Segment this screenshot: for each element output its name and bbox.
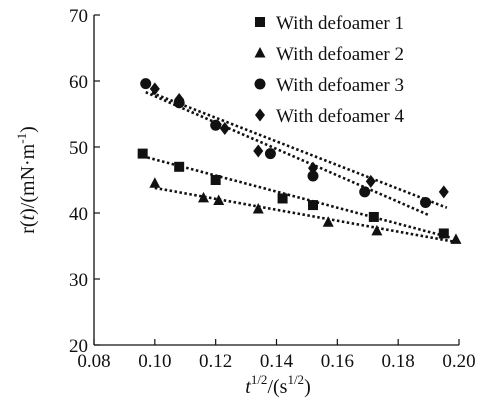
data-point-series-1 [438,228,449,239]
data-point-series-1 [210,175,221,185]
data-point-series-1 [368,211,379,222]
data-point-series-2 [198,191,209,203]
x-axis-label: t1/2/(s1/2) [245,372,310,398]
y-label-sup: -1 [14,133,29,144]
data-point-series-1 [277,193,288,204]
plot-area: 20 30 40 50 60 70 0.08 0.10 0.12 0.14 0.16 0.18 0.20 [69,6,476,372]
data-point-series-3 [307,170,319,182]
y-label-d: ) [17,126,39,133]
data-point-series-3 [210,119,222,131]
x-label-end: ) [304,376,311,398]
y-tick-label: 30 [69,270,88,291]
x-tick-label: 0.10 [138,351,171,372]
data-points [137,78,462,244]
y-tick-label: 40 [69,204,88,225]
data-point-series-4 [365,174,376,188]
y-label-a: r( [17,220,39,234]
data-point-series-2 [149,177,161,188]
legend-marker-series-1 [255,17,265,27]
legend-marker-series-4 [255,108,265,122]
data-point-series-4 [219,122,230,136]
data-point-series-4 [438,185,449,199]
data-point-series-4 [149,82,160,96]
axis-ticks: 20 30 40 50 60 70 0.08 0.10 0.12 0.14 0.16 0.18 0.20 [69,6,476,372]
x-tick-label: 0.14 [260,351,294,372]
legend-label-series-2: With defoamer 2 [276,44,404,65]
x-tick-label: 0.08 [77,351,110,372]
x-label-mid: /(s [267,376,287,398]
y-tick-label: 60 [69,72,88,93]
x-tick-label: 0.18 [382,351,415,372]
y-tick-label: 20 [69,336,88,357]
y-axis-label: r(t)/(mN·m-1) [14,126,39,234]
y-label-t: t [17,214,39,220]
data-point-series-4 [308,161,318,175]
data-point-series-4 [174,92,185,106]
data-point-series-3 [420,196,432,208]
data-point-series-3 [140,78,152,90]
x-tick-label: 0.12 [199,351,232,372]
legend: With defoamer 1 With defoamer 2 With defoa… [254,13,404,127]
data-point-series-2 [450,233,462,244]
x-label-sup: 1/2 [251,372,268,387]
y-tick-label: 50 [69,138,88,159]
data-point-series-3 [359,186,371,198]
data-point-series-2 [252,203,264,214]
data-point-series-1 [308,200,318,211]
legend-marker-series-2 [254,47,266,58]
data-point-series-4 [253,144,264,158]
y-label-c: )/(mN·m [17,143,39,215]
y-tick-label: 70 [69,6,88,27]
data-point-series-2 [371,224,383,236]
legend-label-series-4: With defoamer 4 [276,106,404,127]
data-point-series-2 [213,194,225,205]
data-point-series-1 [174,161,185,172]
fit-line-series-2 [154,186,457,244]
fit-line-series-3 [145,91,430,217]
data-point-series-2 [322,216,334,227]
legend-label-series-3: With defoamer 3 [276,75,404,96]
x-label-t: t [245,376,251,398]
data-point-series-1 [137,148,148,159]
data-point-series-3 [264,148,276,160]
fit-line-series-1 [142,154,451,239]
legend-label-series-1: With defoamer 1 [276,13,404,34]
legend-marker-series-3 [254,78,266,90]
x-tick-label: 0.16 [321,351,354,372]
x-tick-label: 0.20 [442,351,475,372]
x-label-sup2: 1/2 [287,372,304,387]
